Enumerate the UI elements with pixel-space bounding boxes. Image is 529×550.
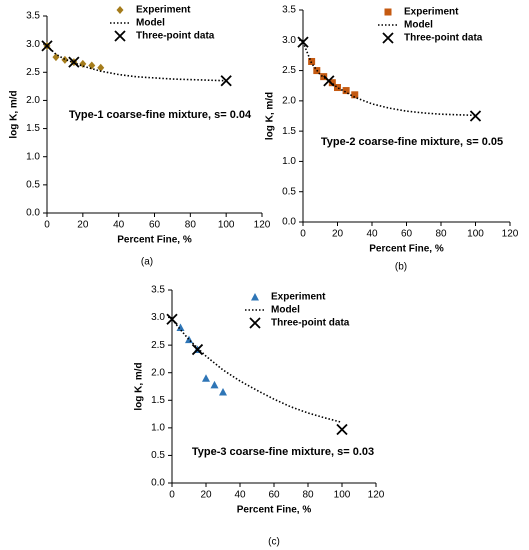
x-tick-label: 0: [300, 229, 306, 240]
data-point: [220, 75, 232, 87]
y-axis-label: log K, m/d: [9, 90, 20, 138]
x-tick-label: 60: [268, 490, 280, 501]
x-tick-label: 0: [169, 490, 175, 501]
annotation: Type-2 coarse-fine mixture, s= 0.05: [321, 136, 503, 148]
model-line: [302, 41, 476, 117]
legend-label: Three-point data: [136, 31, 215, 42]
data-point: [469, 110, 482, 122]
x-tick-label: 20: [77, 220, 89, 231]
y-tick-label: 3.0: [282, 35, 296, 46]
y-tick-label: 1.5: [151, 395, 165, 406]
data-point: [351, 91, 359, 99]
x-tick-label: 100: [467, 229, 484, 240]
data-point: [334, 84, 341, 92]
x-tick-label: 60: [401, 229, 413, 240]
y-tick-label: 0.5: [151, 450, 165, 461]
x-tick-label: 80: [435, 229, 447, 240]
data-point: [219, 388, 227, 396]
legend-label: Three-point data: [271, 318, 350, 329]
x-tick-label: 40: [234, 490, 246, 501]
caption: (a): [141, 257, 153, 268]
y-tick-label: 0.5: [26, 179, 40, 190]
x-tick-label: 80: [302, 490, 314, 501]
y-tick-label: 2.0: [26, 95, 40, 106]
data-point: [61, 55, 69, 64]
y-tick-label: 0.0: [282, 217, 296, 228]
data-point: [52, 53, 60, 62]
y-tick-label: 1.5: [26, 123, 40, 134]
data-point: [97, 63, 105, 72]
y-tick-label: 3.0: [151, 312, 165, 323]
x-tick-label: 60: [149, 220, 161, 231]
data-point: [202, 374, 210, 382]
data-point: [166, 313, 178, 325]
data-point: [176, 323, 185, 331]
data-point: [336, 423, 348, 436]
y-tick-label: 0.0: [151, 478, 165, 489]
data-point: [210, 380, 219, 389]
x-tick-label: 40: [113, 220, 125, 231]
y-axis-label: log K, m/d: [265, 92, 276, 140]
legend-label: Experiment: [404, 7, 459, 18]
x-tick-label: 80: [185, 220, 197, 231]
y-axis-label: log K, m/d: [134, 362, 145, 410]
y-tick-label: 3.0: [26, 39, 40, 50]
legend-swatch: [116, 6, 124, 14]
x-axis-label: Percent Fine, %: [237, 505, 312, 516]
legend-swatch: [249, 317, 261, 329]
legend-label: Model: [404, 20, 433, 31]
y-tick-label: 2.5: [26, 67, 40, 78]
y-tick-label: 1.0: [151, 422, 165, 433]
y-tick-label: 2.0: [282, 95, 296, 106]
data-point: [323, 75, 335, 87]
data-point: [88, 61, 96, 70]
x-tick-label: 40: [366, 229, 378, 240]
x-tick-label: 100: [218, 220, 235, 231]
legend-label: Three-point data: [404, 33, 483, 44]
annotation: Type-1 coarse-fine mixture, s= 0.04: [69, 109, 252, 121]
x-tick-label: 100: [334, 490, 351, 501]
y-tick-label: 3.5: [282, 5, 296, 16]
x-tick-label: 20: [200, 490, 212, 501]
data-point: [79, 59, 87, 68]
legend-label: Experiment: [136, 5, 191, 16]
data-point: [191, 343, 204, 356]
legend-label: Experiment: [271, 292, 326, 303]
legend-swatch: [382, 32, 394, 44]
annotation: Type-3 coarse-fine mixture, s= 0.03: [192, 446, 374, 458]
y-tick-label: 1.0: [26, 151, 40, 162]
x-axis-label: Percent Fine, %: [117, 235, 192, 246]
x-tick-label: 20: [332, 229, 344, 240]
x-tick-label: 120: [502, 229, 519, 240]
y-tick-label: 0.5: [282, 186, 296, 197]
legend-swatch: [114, 30, 126, 42]
legend-label: Model: [136, 18, 165, 29]
y-tick-label: 2.5: [282, 65, 296, 76]
x-tick-label: 120: [254, 220, 271, 231]
data-point: [185, 335, 193, 344]
legend-swatch: [384, 8, 392, 16]
model-line: [171, 318, 343, 424]
x-tick-label: 0: [44, 220, 50, 231]
x-axis-label: Percent Fine, %: [369, 244, 444, 255]
x-tick-label: 120: [368, 490, 385, 501]
caption: (b): [395, 262, 407, 273]
y-tick-label: 2.0: [151, 367, 165, 378]
data-point: [328, 79, 336, 87]
y-tick-label: 3.5: [26, 11, 40, 22]
data-point: [68, 56, 80, 68]
y-tick-label: 0.0: [26, 208, 40, 219]
y-tick-label: 1.5: [282, 126, 296, 137]
legend-swatch: [251, 293, 259, 301]
data-point: [342, 87, 350, 95]
caption: (c): [268, 537, 280, 548]
data-point: [297, 36, 309, 48]
y-tick-label: 2.5: [151, 340, 165, 351]
legend-label: Model: [271, 305, 300, 316]
y-tick-label: 1.0: [282, 156, 296, 167]
y-tick-label: 3.5: [151, 285, 165, 296]
data-point: [41, 40, 53, 52]
